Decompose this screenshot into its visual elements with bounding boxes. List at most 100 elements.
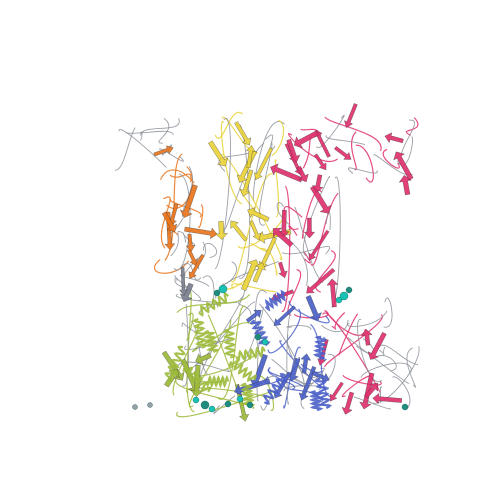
coil-loop <box>316 114 345 149</box>
coil-loop <box>114 127 136 171</box>
coil-loop <box>159 169 195 184</box>
ligand-atom <box>246 401 254 409</box>
beta-strand-arrow <box>300 353 312 374</box>
coil-loop <box>325 211 331 231</box>
coil-loop <box>322 312 381 393</box>
beta-strand-arrow <box>185 233 196 252</box>
coil-loop <box>217 305 246 400</box>
beta-strand-arrow <box>208 140 228 167</box>
coil-loop <box>357 319 383 383</box>
coil-loop <box>347 167 378 174</box>
coil-loop <box>214 111 244 139</box>
beta-strand-arrow <box>245 309 262 323</box>
beta-strand-arrow <box>272 227 294 248</box>
beta-strand-arrow <box>234 121 251 146</box>
beta-strand-arrow <box>344 103 358 129</box>
beta-strand-arrow <box>303 217 316 239</box>
coil-loop <box>203 243 217 259</box>
coil-loop <box>383 297 393 328</box>
coil-loop <box>175 379 255 410</box>
beta-strand-arrow <box>195 353 212 365</box>
ligand-atom <box>254 333 262 341</box>
beta-strand-arrow <box>179 184 198 218</box>
beta-strand-arrow <box>361 329 373 346</box>
ligand-atom <box>339 291 349 301</box>
alpha-helix <box>235 345 266 363</box>
alpha-helix <box>228 359 257 382</box>
coil-loop <box>321 319 349 333</box>
beta-strand-arrow <box>249 220 261 241</box>
ligand-atom <box>224 400 232 408</box>
beta-strand-arrow <box>359 372 375 410</box>
beta-strand-arrow <box>278 261 288 279</box>
beta-strand-arrow <box>239 169 254 197</box>
beta-strand-arrow <box>270 163 303 183</box>
beta-strand-arrow <box>278 209 290 238</box>
beta-strand-arrow <box>311 371 330 383</box>
ligand-atom <box>236 395 244 403</box>
coil-loop <box>288 225 299 236</box>
coil-loop <box>259 247 278 276</box>
beta-strand-arrow <box>305 295 322 321</box>
coil-loop <box>406 347 416 388</box>
coil-loop <box>214 118 231 270</box>
coil-loop <box>382 148 400 169</box>
alpha-helix <box>249 319 271 347</box>
beta-strand-arrow <box>308 229 330 261</box>
coil-loop <box>220 121 243 205</box>
beta-strand-arrow <box>393 151 414 181</box>
coil-loop <box>222 261 237 285</box>
coil-loop <box>281 185 291 312</box>
coil-loop <box>324 116 382 152</box>
ligand-atom <box>132 404 138 410</box>
alpha-helix <box>314 377 332 409</box>
alpha-helix <box>239 382 256 408</box>
beta-strand-arrow <box>247 207 270 222</box>
beta-strand-arrow <box>188 254 205 280</box>
coil-loop <box>252 121 285 202</box>
beta-strands <box>153 103 414 422</box>
beta-strand-arrow <box>190 364 204 397</box>
coil-loop <box>302 175 331 257</box>
coil-loop <box>300 367 325 410</box>
coil-loop <box>274 159 280 218</box>
alpha-helix <box>312 335 328 360</box>
beta-strand-arrow <box>230 220 248 242</box>
alpha-helix <box>308 390 324 411</box>
ligand-atom <box>200 400 210 410</box>
alpha-helix <box>164 345 186 382</box>
coil-loop <box>182 304 189 387</box>
coil-loop <box>267 366 296 390</box>
beta-strand-arrow <box>161 350 185 381</box>
coil-loop <box>202 275 215 309</box>
beta-strand-arrow <box>161 211 178 233</box>
beta-strand-arrow <box>184 226 218 240</box>
ligand-atom <box>218 284 228 294</box>
coil-loop <box>405 117 419 136</box>
beta-strand-arrow <box>398 175 412 196</box>
coil-loop <box>158 117 170 144</box>
ligand-atom <box>401 403 409 411</box>
beta-strand-arrow <box>313 153 327 171</box>
alpha-helix <box>262 373 287 405</box>
ligand-atom <box>213 289 221 297</box>
ligand-atom <box>208 405 216 413</box>
ligand-atom <box>335 296 343 304</box>
alpha-helix <box>202 329 220 353</box>
beta-strand-arrow <box>341 391 354 415</box>
beta-strand-arrow <box>234 378 271 397</box>
coil-loop <box>170 230 183 257</box>
beta-strand-arrow <box>326 278 339 308</box>
coil-loop <box>169 173 192 183</box>
coil-loop <box>392 376 411 410</box>
beta-strand-arrow <box>252 262 266 283</box>
coil-loop <box>360 362 412 378</box>
ligand-atom <box>345 286 353 294</box>
coil-loop <box>230 173 273 283</box>
coil-loop <box>379 346 386 356</box>
beta-strand-arrow <box>306 267 336 294</box>
beta-strand-arrow <box>372 393 402 405</box>
beta-strand-arrow <box>364 382 378 399</box>
ligand-atom <box>192 396 200 404</box>
